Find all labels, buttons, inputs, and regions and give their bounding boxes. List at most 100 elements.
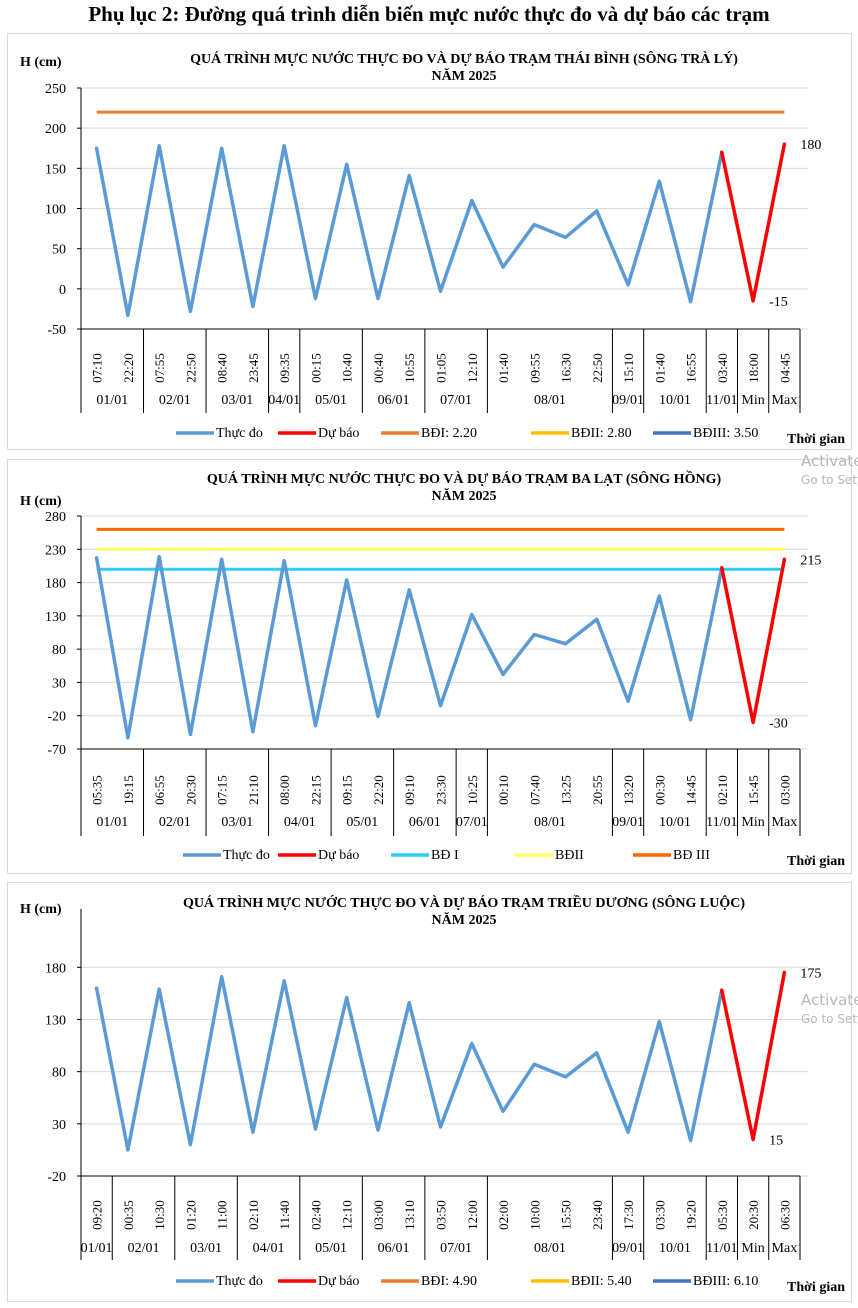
legend-label: Dự báo: [318, 426, 359, 441]
x-tick-label: 07:10: [90, 353, 105, 383]
chart-title: QUÁ TRÌNH MỰC NƯỚC THỰC ĐO VÀ DỰ BÁO TRẠ…: [207, 469, 722, 487]
x-tick-label: 09:10: [402, 775, 417, 805]
data-label: 180: [800, 138, 821, 153]
legend-label: BĐII: [555, 848, 584, 863]
x-group-label: 04/01: [268, 393, 300, 408]
x-tick-label: 00:40: [371, 353, 386, 383]
x-tick-label: 15:50: [559, 1200, 574, 1230]
x-group-label: 10/01: [659, 1241, 691, 1256]
series-forecast-line: [720, 970, 787, 1142]
page-title: Phụ lục 2: Đường quá trình diễn biến mực…: [88, 2, 770, 26]
x-tick-label: 02:40: [308, 1200, 323, 1230]
x-tick-label: 05:35: [90, 775, 105, 805]
legend-label: Thực đo: [223, 848, 270, 863]
y-tick-label: 50: [52, 243, 66, 258]
activate-windows-watermark: Activate Windows Go to Settings to activ…: [801, 452, 858, 487]
x-tick-label: 05:30: [715, 1200, 730, 1230]
y-tick-label: 200: [45, 122, 66, 137]
x-group-label: 02/01: [159, 815, 191, 830]
x-tick-label: 10:00: [527, 1200, 542, 1230]
x-tick-label: 19:20: [684, 1200, 699, 1230]
chart-trieu-duong: QUÁ TRÌNH MỰC NƯỚC THỰC ĐO VÀ DỰ BÁO TRẠ…: [7, 882, 852, 1302]
y-tick-label: 30: [52, 676, 66, 691]
legend-label: BĐI: 2.20: [421, 426, 477, 441]
y-tick-label: 80: [52, 643, 66, 658]
chart-svg: QUÁ TRÌNH MỰC NƯỚC THỰC ĐO VÀ DỰ BÁO TRẠ…: [20, 50, 845, 447]
x-group-label: Min: [741, 1241, 764, 1256]
watermark-line1: Activate Windows: [801, 452, 858, 470]
x-axis-label: Thời gian: [787, 1280, 845, 1295]
x-group-label: 05/01: [315, 393, 347, 408]
x-tick-label: 03:40: [715, 353, 730, 383]
x-group-label: 11/01: [706, 1241, 737, 1256]
x-group-label: 08/01: [534, 393, 566, 408]
x-tick-label: 18:00: [746, 353, 761, 383]
x-tick-label: 16:30: [559, 353, 574, 383]
x-tick-label: 23:40: [590, 1200, 605, 1230]
x-tick-label: 03:00: [371, 1200, 386, 1230]
legend-label: BĐI: 4.90: [421, 1274, 477, 1289]
x-tick-label: 07:40: [527, 775, 542, 805]
x-tick-label: 09:55: [527, 353, 542, 383]
x-tick-label: 01:20: [183, 1200, 198, 1230]
x-tick-label: 10:25: [465, 775, 480, 805]
data-label: 175: [800, 967, 821, 982]
legend-label: BĐ III: [673, 848, 710, 863]
x-tick-label: 22:50: [590, 353, 605, 383]
x-group-label: 09/01: [612, 1241, 644, 1256]
x-group-label: 11/01: [706, 815, 737, 830]
x-group-label: Max: [772, 815, 798, 830]
x-group-label: 02/01: [159, 393, 191, 408]
x-tick-label: 00:35: [121, 1200, 136, 1230]
y-tick-label: 180: [45, 577, 66, 592]
y-tick-label: 150: [45, 162, 66, 177]
x-tick-label: 10:30: [152, 1200, 167, 1230]
watermark-line2: Go to Settings to activate Windows.: [801, 473, 858, 487]
x-group-label: 07/01: [456, 815, 488, 830]
chart-svg: QUÁ TRÌNH MỰC NƯỚC THỰC ĐO VÀ DỰ BÁO TRẠ…: [20, 469, 845, 869]
y-tick-label: 80: [52, 1066, 66, 1081]
x-tick-label: 22:15: [308, 775, 323, 805]
x-tick-label: 03:00: [777, 775, 792, 805]
y-tick-label: -50: [47, 323, 66, 338]
x-group-label: 07/01: [440, 1241, 472, 1256]
x-group-label: 05/01: [315, 1241, 347, 1256]
x-tick-label: 03:50: [434, 1200, 449, 1230]
x-tick-label: 00:30: [652, 775, 667, 805]
x-tick-label: 11:00: [215, 1200, 230, 1229]
x-tick-label: 16:55: [684, 353, 699, 383]
x-tick-label: 09:20: [90, 1200, 105, 1230]
y-tick-label: 0: [59, 283, 66, 298]
data-label: -30: [769, 716, 788, 731]
x-group-label: 03/01: [221, 393, 253, 408]
x-group-label: 04/01: [253, 1241, 285, 1256]
chart-subtitle: NĂM 2025: [432, 487, 497, 504]
x-tick-label: 20:55: [590, 775, 605, 805]
x-group-label: 03/01: [190, 1241, 222, 1256]
chart-subtitle: NĂM 2025: [432, 67, 497, 84]
x-group-label: 08/01: [534, 815, 566, 830]
x-group-label: 10/01: [659, 815, 691, 830]
legend-label: BĐIII: 3.50: [693, 426, 758, 441]
x-tick-label: 10:40: [340, 353, 355, 383]
x-tick-label: 21:10: [246, 775, 261, 805]
x-group-label: Min: [741, 393, 764, 408]
x-axis-label: Thời gian: [787, 432, 845, 447]
x-group-label: 05/01: [346, 815, 378, 830]
chart-ba-lat: QUÁ TRÌNH MỰC NƯỚC THỰC ĐO VÀ DỰ BÁO TRẠ…: [7, 459, 852, 874]
x-tick-label: 03:30: [652, 1200, 667, 1230]
chart-svg: QUÁ TRÌNH MỰC NƯỚC THỰC ĐO VÀ DỰ BÁO TRẠ…: [20, 894, 845, 1295]
x-group-label: 04/01: [284, 815, 316, 830]
x-group-label: 03/01: [221, 815, 253, 830]
y-tick-label: 250: [45, 82, 66, 97]
x-tick-label: 15:10: [621, 353, 636, 383]
x-tick-label: 22:20: [371, 775, 386, 805]
legend-label: Dự báo: [318, 1274, 359, 1289]
x-tick-label: 02:10: [715, 775, 730, 805]
x-group-label: 06/01: [378, 1241, 410, 1256]
x-tick-label: 08:40: [215, 353, 230, 383]
series-observed-line: [94, 974, 724, 1152]
legend-label: BĐII: 2.80: [571, 426, 632, 441]
chart-thai-binh: QUÁ TRÌNH MỰC NƯỚC THỰC ĐO VÀ DỰ BÁO TRẠ…: [7, 33, 852, 450]
watermark-line1: Activate Windows: [801, 991, 858, 1009]
